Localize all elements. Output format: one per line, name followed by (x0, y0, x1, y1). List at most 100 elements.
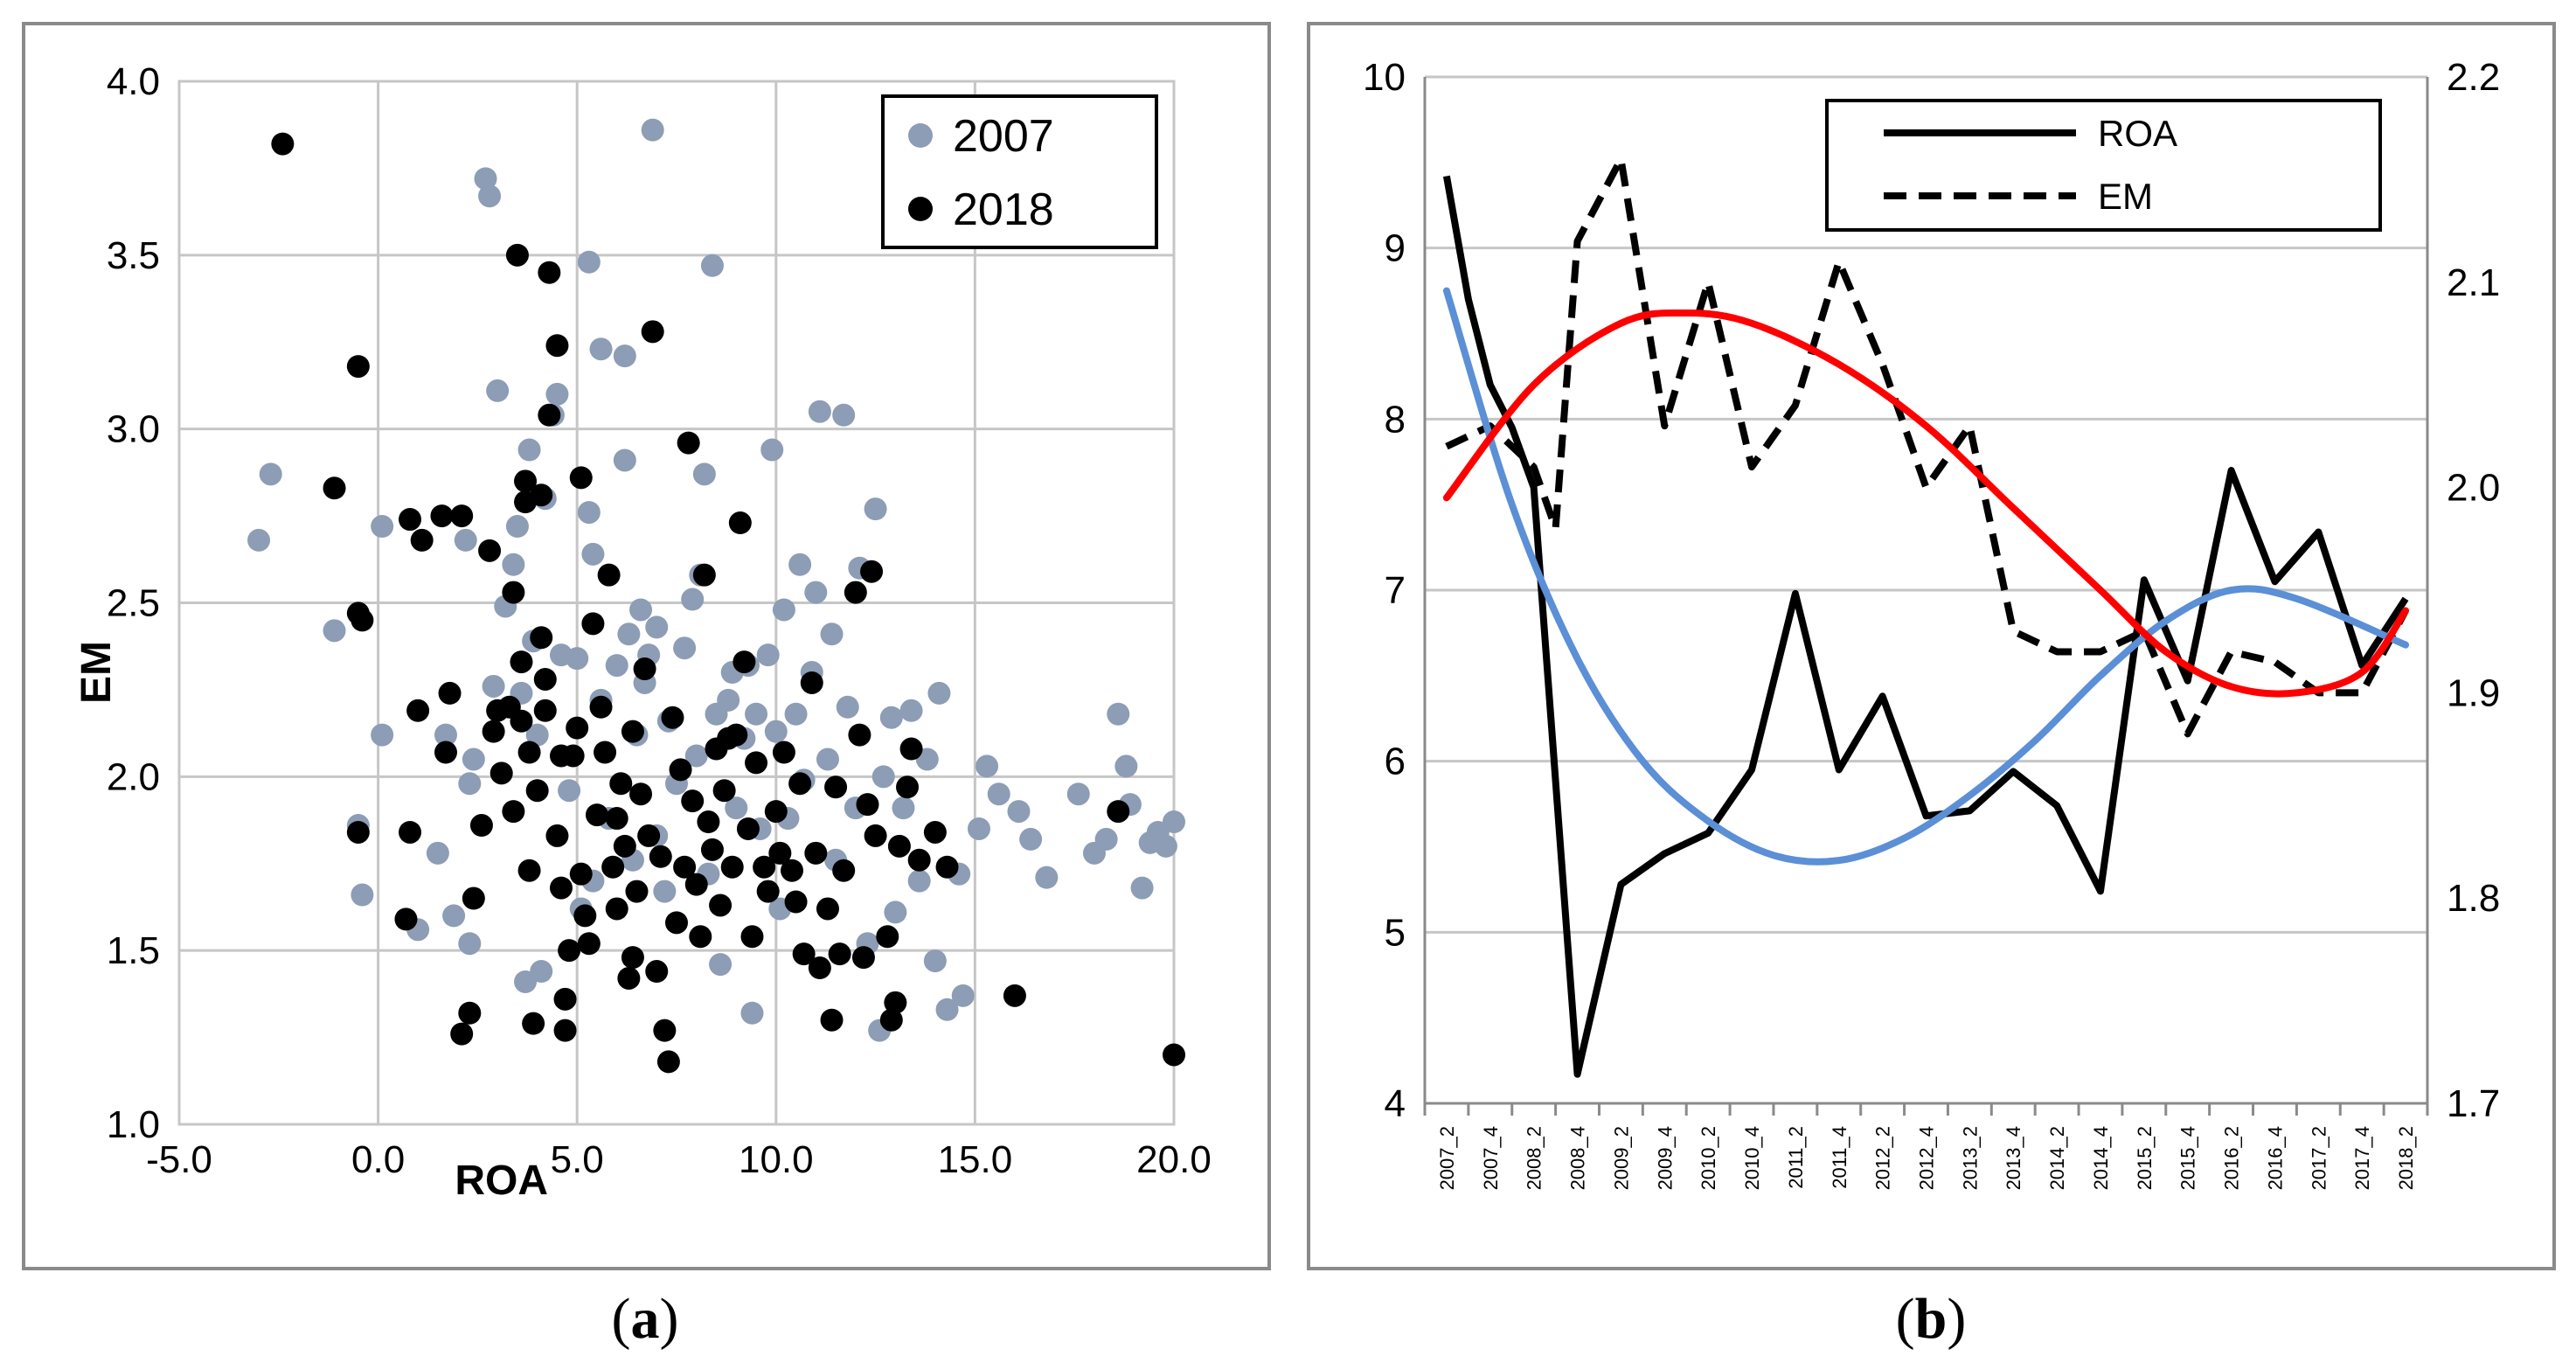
scatter-point-2007 (756, 643, 780, 667)
scatter-point-2007 (617, 622, 641, 646)
x-tick-label: 2017_4 (2351, 1126, 2373, 1190)
scatter-point-2018 (609, 772, 633, 796)
x-tick-label: 2011_2 (1785, 1126, 1807, 1189)
scatter-point-2018 (517, 741, 541, 764)
scatter-point-2007 (836, 695, 859, 719)
scatter-point-2018 (569, 466, 593, 490)
y-tick-label: 1.5 (107, 929, 160, 972)
legend-label-2018: 2018 (953, 184, 1054, 235)
scatter-point-2018 (530, 483, 553, 507)
scatter-point-2018 (864, 824, 887, 847)
scatter-point-2018 (502, 800, 525, 824)
scatter-point-2007 (629, 598, 653, 622)
scatter-point-2007 (1163, 810, 1185, 834)
scatter-point-2018 (585, 803, 608, 827)
scatter-point-2007 (967, 817, 990, 840)
scatter-point-2018 (549, 876, 573, 900)
scatter-point-2018 (832, 859, 856, 882)
x-tick-label: 2014_4 (2090, 1126, 2112, 1190)
scatter-point-2007 (1107, 702, 1130, 726)
scatter-point-2018 (824, 775, 848, 799)
scatter-point-2007 (505, 515, 529, 539)
x-tick-label: 2015_2 (2134, 1126, 2156, 1190)
scatter-point-2018 (720, 855, 744, 879)
x-tick-label: 2010_2 (1698, 1126, 1719, 1190)
scatter-point-2018 (844, 581, 867, 604)
scatter-point-2018 (633, 657, 656, 681)
scatter-point-2007 (458, 932, 482, 956)
scatter-point-2018 (399, 508, 422, 532)
scatter-point-2007 (923, 949, 947, 973)
scatter-point-2007 (462, 748, 485, 771)
scatter-point-2007 (645, 615, 669, 639)
scatter-point-2018 (935, 855, 959, 879)
legend-label-ROA: ROA (2098, 113, 2177, 154)
x-tick-label: 2008_2 (1524, 1126, 1545, 1190)
scatter-point-2018 (804, 841, 828, 865)
x-tick-label: 2018_2 (2395, 1126, 2417, 1190)
x-tick-label: 2017_2 (2308, 1126, 2330, 1190)
x-tick-label: 2007_2 (1436, 1126, 1458, 1190)
scatter-point-2007 (653, 880, 677, 903)
scatter-point-2018 (482, 720, 505, 743)
scatter-point-2018 (553, 1019, 577, 1042)
x-tick-label: 2013_4 (2003, 1126, 2024, 1190)
scatter-point-2018 (884, 991, 907, 1014)
scatter-point-2007 (486, 379, 510, 402)
scatter-point-2018 (856, 793, 879, 817)
scatter-point-2018 (434, 741, 457, 764)
legend-label-EM: EM (2098, 176, 2153, 217)
scatter-point-2007 (323, 619, 346, 643)
scatter-point-2018 (677, 431, 700, 455)
scatter-point-2018 (621, 946, 644, 970)
scatter-point-2007 (247, 528, 271, 552)
scatter-point-2007 (1066, 782, 1090, 806)
scatter-point-2018 (573, 904, 597, 928)
scatter-point-2018 (733, 650, 756, 674)
scatter-point-2018 (510, 709, 533, 733)
scatter-point-2007 (864, 497, 887, 521)
scatter-point-2018 (700, 838, 724, 861)
scatter-point-2007 (976, 755, 999, 778)
scatter-point-2018 (394, 908, 418, 931)
scatter-chart: -5.0 0.0 5.0 10.0 15.0 20.0 1.0 1.5 2.0 2.5 3.0 3.5… (73, 60, 1212, 1204)
legend-marker-2018 (908, 197, 933, 221)
scatter-point-2018 (816, 897, 839, 921)
scatter-point-2018 (617, 966, 641, 990)
scatter-point-2007 (641, 118, 664, 142)
scatter-point-2018 (538, 261, 561, 284)
scatter-point-2007 (545, 382, 569, 406)
scatter-point-2018 (605, 897, 628, 921)
x-tick-label: 15.0 (938, 1138, 1013, 1181)
y-tick-label: 3.5 (107, 234, 160, 277)
scatter-point-2007 (899, 699, 923, 722)
scatter-point-2007 (808, 400, 831, 423)
y-tick-label: 2.0 (107, 755, 160, 798)
x-tick-label: 2011_4 (1829, 1126, 1850, 1189)
scatter-point-2007 (558, 779, 581, 803)
scatter-point-2007 (581, 542, 605, 566)
scatter-point-2018 (689, 925, 712, 949)
scatter-point-2018 (649, 845, 672, 868)
scatter-point-2018 (613, 834, 636, 858)
scatter-point-2007 (816, 748, 839, 771)
scatter-point-2018 (1107, 800, 1130, 824)
scatter-point-2018 (772, 741, 795, 764)
scatter-point-2018 (502, 581, 525, 604)
scatter-point-2018 (712, 779, 736, 803)
y-axis-title: EM (73, 641, 120, 704)
scatter-point-2018 (879, 1008, 903, 1032)
scatter-point-2007 (884, 901, 907, 924)
scatter-point-2018 (709, 894, 733, 917)
trend-line (1442, 287, 2410, 866)
scatter-point-2007 (1130, 876, 1154, 900)
scatter-point-2007 (474, 167, 497, 191)
x-tick-label: 2016_2 (2221, 1126, 2243, 1190)
legend-box (1825, 99, 2382, 232)
scatter-point-2018 (860, 560, 884, 583)
scatter-point-2007 (371, 723, 394, 747)
scatter-point-2018 (478, 539, 502, 562)
scatter-point-2018 (764, 800, 788, 824)
scatter-point-2018 (828, 942, 851, 966)
scatter-point-2018 (517, 859, 541, 882)
